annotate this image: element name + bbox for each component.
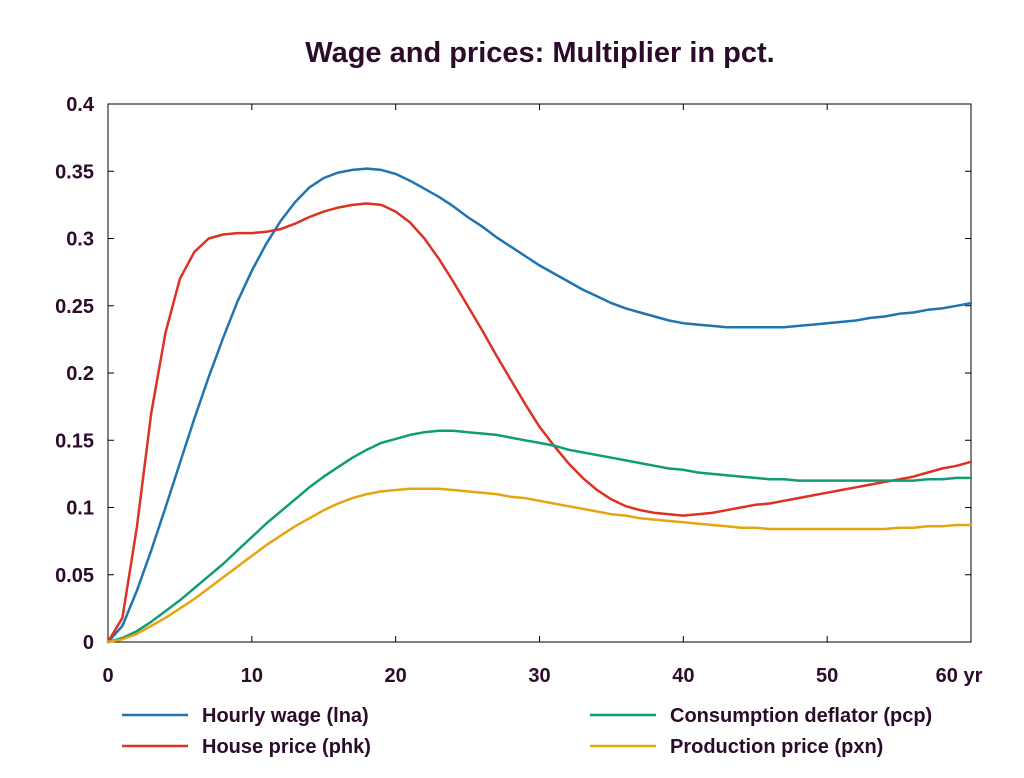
x-axis: 0 10 20 30 40 50 60 yr — [102, 104, 983, 687]
x-tick-label: 60 yr — [936, 665, 983, 687]
legend-label-0: Hourly wage (lna) — [202, 705, 369, 727]
series-line-2 — [106, 429, 973, 644]
x-tick-label: 20 — [385, 665, 407, 687]
x-tick-label: 10 — [241, 665, 263, 687]
x-tick-label: 50 — [816, 665, 838, 687]
plot-frame — [107, 103, 972, 643]
y-axis: 0 0.05 0.1 0.15 0.2 0.25 0.3 0.35 0.4 — [55, 94, 971, 654]
legend: Hourly wage (lna) House price (phk) Consum… — [122, 705, 932, 758]
series-line-0 — [106, 167, 973, 644]
y-tick-label: 0.1 — [66, 498, 94, 520]
legend-label-1: House price (phk) — [202, 736, 371, 758]
y-tick-label: 0.05 — [55, 565, 94, 587]
x-tick-label: 30 — [528, 665, 550, 687]
series-lines — [106, 167, 973, 644]
y-tick-label: 0.4 — [66, 94, 95, 116]
y-tick-label: 0 — [83, 632, 94, 654]
series-line-3 — [106, 487, 973, 644]
y-tick-label: 0.35 — [55, 161, 94, 183]
legend-label-3: Production price (pxn) — [670, 736, 883, 758]
x-tick-label: 0 — [102, 665, 113, 687]
y-tick-label: 0.15 — [55, 430, 94, 452]
chart-title: Wage and prices: Multiplier in pct. — [305, 37, 774, 69]
y-tick-label: 0.25 — [55, 296, 94, 318]
x-tick-label: 40 — [672, 665, 694, 687]
y-tick-label: 0.2 — [66, 363, 94, 385]
y-tick-label: 0.3 — [66, 229, 94, 251]
series-line-1 — [106, 202, 973, 644]
legend-label-2: Consumption deflator (pcp) — [670, 705, 932, 727]
